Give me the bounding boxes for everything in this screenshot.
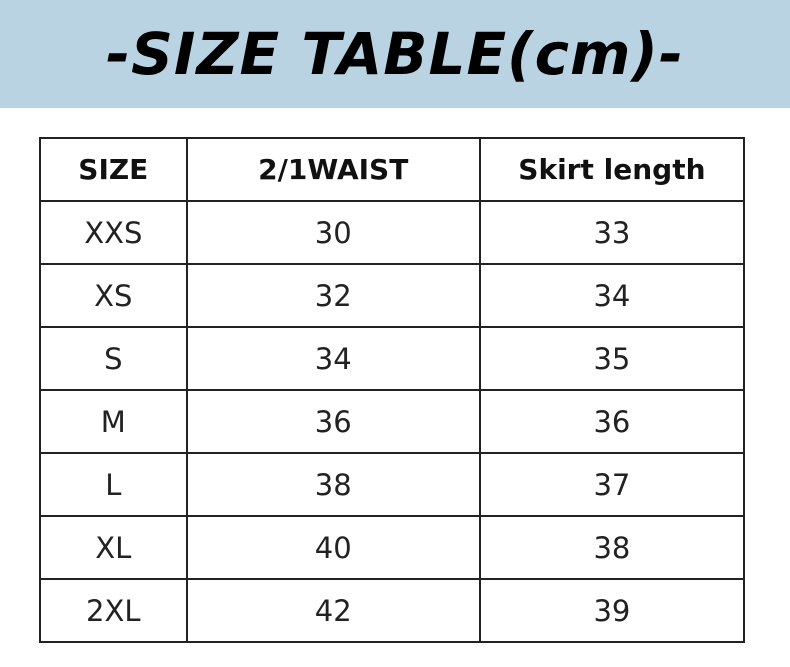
size-table: SIZE 2/1WAIST Skirt length XXS 30 33 XS 32 34… [39,137,746,643]
table-row: S 34 35 [39,326,746,391]
table-row: M 36 36 [39,389,746,454]
table-row: 2XL 42 39 [39,578,746,643]
header-skirt-length: Skirt length [478,137,746,202]
page-title: -SIZE TABLE(cm)- [106,20,684,88]
title-banner: -SIZE TABLE(cm)- [0,0,790,108]
cell-skirt-length: 36 [478,389,746,454]
cell-waist: 38 [185,452,481,517]
header-waist: 2/1WAIST [185,137,481,202]
table-row: XS 32 34 [39,263,746,328]
table-row: XL 40 38 [39,515,746,580]
cell-waist: 36 [185,389,481,454]
header-row: SIZE 2/1WAIST Skirt length [39,137,746,202]
cell-size: S [39,326,188,391]
cell-skirt-length: 38 [478,515,746,580]
cell-size: XXS [39,200,188,265]
cell-size: 2XL [39,578,188,643]
cell-size: M [39,389,188,454]
cell-size: XS [39,263,188,328]
cell-skirt-length: 37 [478,452,746,517]
cell-waist: 42 [185,578,481,643]
cell-size: L [39,452,188,517]
cell-skirt-length: 35 [478,326,746,391]
cell-waist: 30 [185,200,481,265]
table-row: L 38 37 [39,452,746,517]
cell-skirt-length: 34 [478,263,746,328]
cell-skirt-length: 33 [478,200,746,265]
cell-size: XL [39,515,188,580]
header-size: SIZE [39,137,188,202]
table-row: XXS 30 33 [39,200,746,265]
cell-waist: 40 [185,515,481,580]
cell-waist: 32 [185,263,481,328]
cell-waist: 34 [185,326,481,391]
cell-skirt-length: 39 [478,578,746,643]
